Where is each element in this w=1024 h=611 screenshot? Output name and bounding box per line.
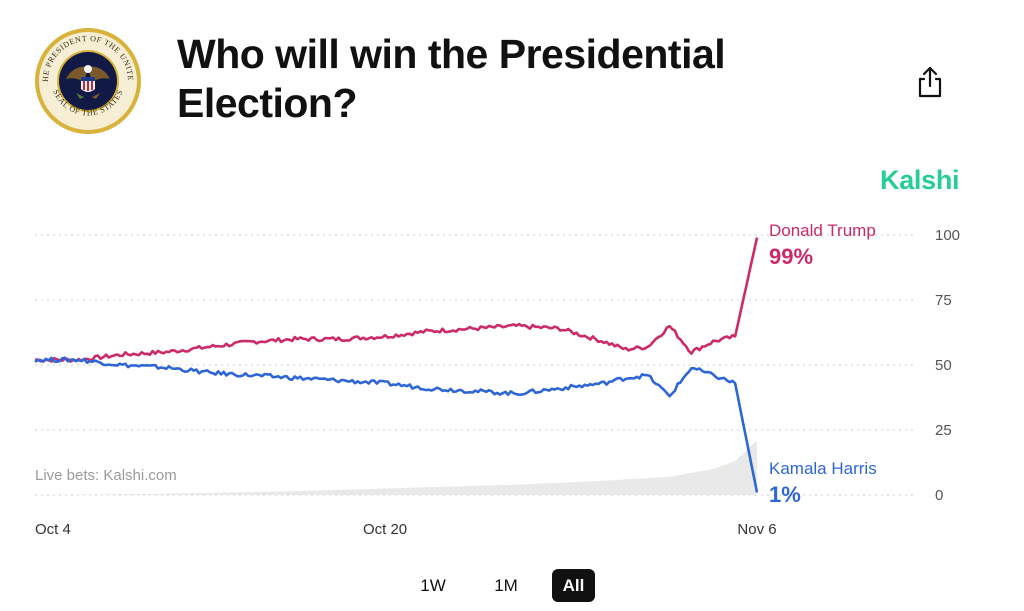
series-end-labels: Donald Trump 99% Kamala Harris 1% — [769, 221, 877, 507]
series-line — [34, 356, 759, 493]
seal-eagle — [66, 65, 110, 99]
chart-watermark: Live bets: Kalshi.com — [35, 467, 177, 484]
y-tick-label: 100 — [935, 227, 960, 244]
chart-grid — [35, 234, 915, 496]
x-tick-label: Nov 6 — [737, 521, 776, 538]
series-name-label: Kamala Harris — [769, 459, 877, 478]
range-tab-all[interactable]: All — [552, 569, 595, 602]
page-title: Who will win the Presidential Election? — [177, 31, 726, 126]
y-axis-ticks: 0 25 50 75 100 — [935, 227, 960, 504]
series-line — [34, 237, 759, 363]
y-tick-label: 50 — [935, 357, 952, 374]
series-value-label: 1% — [769, 482, 801, 507]
kalshi-logo: Kalshi — [880, 165, 960, 195]
y-tick-label: 25 — [935, 422, 952, 439]
y-tick-label: 0 — [935, 487, 943, 504]
series-layer — [34, 237, 759, 493]
x-tick-label: Oct 20 — [363, 521, 407, 538]
x-axis-ticks: Oct 4 Oct 20 Nov 6 — [35, 521, 777, 538]
volume-area — [35, 440, 757, 495]
range-tab-1w[interactable]: 1W — [420, 576, 446, 595]
x-tick-label: Oct 4 — [35, 521, 71, 538]
range-tab-1m[interactable]: 1M — [494, 576, 518, 595]
series-value-label: 99% — [769, 244, 813, 269]
y-tick-label: 75 — [935, 292, 952, 309]
share-button[interactable] — [914, 64, 946, 100]
series-name-label: Donald Trump — [769, 221, 876, 240]
presidential-seal: THE PRESIDENT OF THE UNITED SEAL OF THE … — [34, 27, 141, 134]
share-icon — [918, 66, 942, 98]
